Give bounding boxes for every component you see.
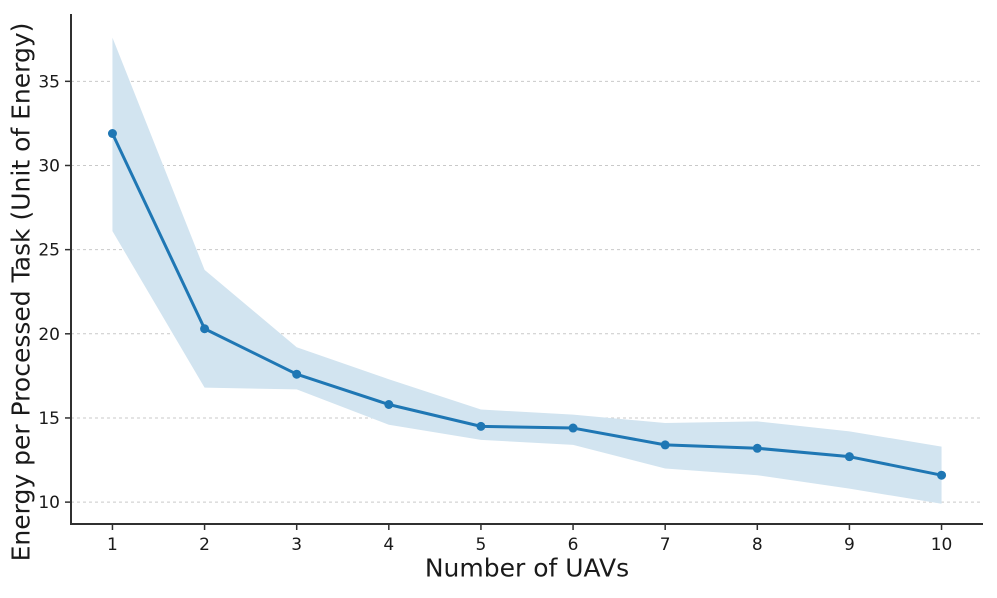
y-tick-label: 20	[38, 325, 60, 345]
data-point	[200, 324, 210, 334]
confidence-band	[112, 37, 942, 504]
series-line	[110, 132, 944, 477]
x-tick-label: 6	[568, 535, 579, 555]
data-point	[752, 443, 762, 453]
y-tick-label: 35	[38, 72, 60, 92]
x-tick-label: 2	[199, 535, 210, 555]
data-point	[292, 369, 302, 379]
y-axis-label: Energy per Processed Task (Unit of Energ…	[6, 22, 36, 562]
x-tick-label: 10	[931, 535, 953, 555]
x-tick-label: 9	[844, 535, 855, 555]
data-point	[107, 129, 117, 139]
y-tick-label: 10	[38, 493, 60, 513]
x-axis-label: Number of UAVs	[424, 553, 630, 583]
x-tick-label: 3	[291, 535, 302, 555]
x-tick-label: 5	[476, 535, 487, 555]
data-point	[568, 423, 578, 433]
data-point	[660, 440, 670, 450]
y-tick-label: 15	[38, 409, 60, 429]
y-tick-label: 30	[38, 156, 60, 176]
x-tick-label: 4	[383, 535, 394, 555]
data-point	[937, 470, 947, 480]
data-point	[844, 452, 854, 462]
x-tick-label: 1	[107, 535, 118, 555]
x-tick-label: 7	[660, 535, 671, 555]
y-tick-label: 25	[38, 241, 60, 261]
data-point	[476, 421, 486, 431]
data-point	[384, 399, 394, 409]
x-tick-label: 8	[752, 535, 763, 555]
